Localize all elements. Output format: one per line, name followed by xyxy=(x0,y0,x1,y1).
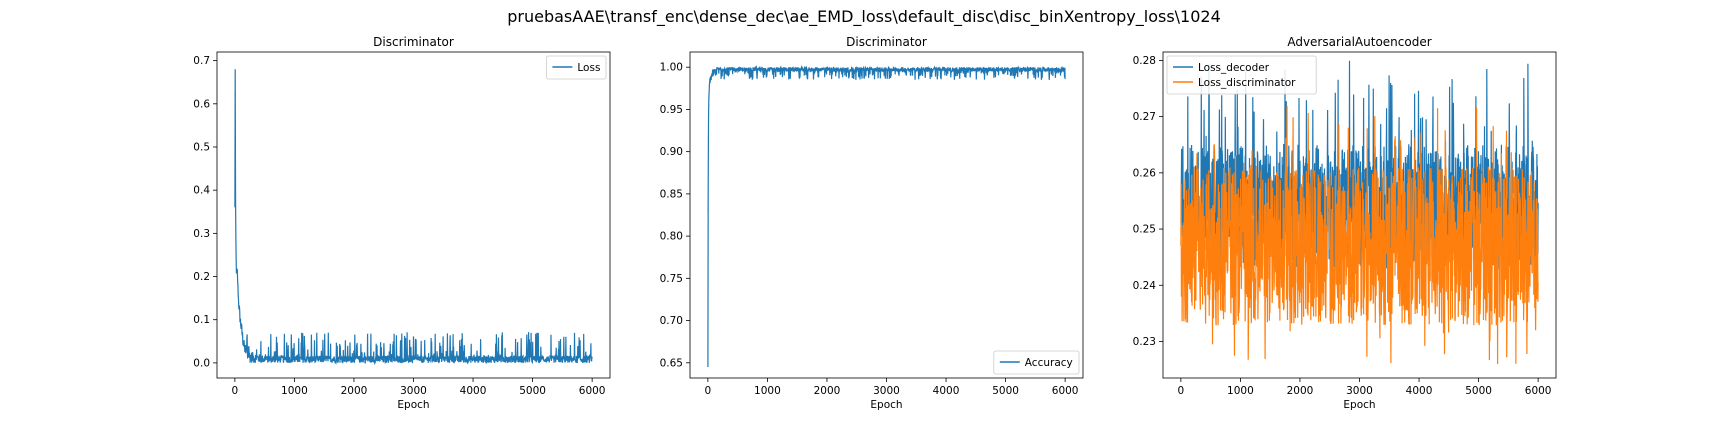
x-tick-label: 2000 xyxy=(341,385,368,397)
y-tick-label: 0.7 xyxy=(193,55,210,67)
plot-frame xyxy=(216,51,611,379)
y-tick-label: 0.27 xyxy=(1133,111,1156,123)
y-tick-label: 0.65 xyxy=(660,357,683,369)
y-tick-label: 0.95 xyxy=(660,104,683,116)
x-tick-label: 3000 xyxy=(873,385,900,397)
x-tick-label: 3000 xyxy=(1346,385,1373,397)
y-tick-label: 1.00 xyxy=(660,62,683,74)
chart-panel-3: AdversarialAutoencoder 0 1000 2000 3000 4000 5… xyxy=(1133,35,1557,411)
legend: Loss xyxy=(546,55,607,80)
legend-label: Accuracy xyxy=(1025,357,1073,369)
figure-suptitle: pruebasAAE\transf_enc\dense_dec\ae_EMD_l… xyxy=(507,7,1221,27)
x-tick-label: 6000 xyxy=(1525,385,1552,397)
x-axis-label: Epoch xyxy=(1343,399,1375,411)
y-tick-label: 0.28 xyxy=(1133,55,1156,67)
legend-label: Loss xyxy=(577,62,600,74)
y-tick-label: 0.85 xyxy=(660,188,683,200)
y-tick-label: 0.6 xyxy=(193,98,210,110)
x-tick-label: 6000 xyxy=(1052,385,1079,397)
chart-title: Discriminator xyxy=(373,35,454,49)
y-tick-label: 0.70 xyxy=(660,315,683,327)
series-line-loss xyxy=(234,69,593,366)
x-tick-label: 4000 xyxy=(1406,385,1433,397)
x-tick-label: 2000 xyxy=(1287,385,1314,397)
y-tick-label: 0.2 xyxy=(193,271,210,283)
legend: Accuracy xyxy=(993,350,1080,375)
y-tick-label: 0.0 xyxy=(193,357,210,369)
y-tick-label: 0.25 xyxy=(1133,224,1156,236)
chart-title: AdversarialAutoencoder xyxy=(1287,35,1431,49)
axes-container: Discriminator 0 1000 2000 3000 4000 5000 6000 0.… xyxy=(193,35,1557,411)
y-tick-label: 0.5 xyxy=(193,141,210,153)
x-tick-label: 3000 xyxy=(400,385,427,397)
x-tick-label: 1000 xyxy=(281,385,308,397)
series-line-accuracy xyxy=(707,64,1066,368)
x-tick-label: 4000 xyxy=(460,385,487,397)
x-axis-label: Epoch xyxy=(870,399,902,411)
y-tick-label: 0.23 xyxy=(1133,336,1156,348)
plot-frame xyxy=(689,51,1084,379)
legend-box xyxy=(993,350,1080,375)
x-tick-label: 0 xyxy=(232,385,239,397)
x-tick-label: 6000 xyxy=(579,385,606,397)
chart-title: Discriminator xyxy=(846,35,927,49)
y-tick-label: 0.90 xyxy=(660,146,683,158)
legend-box xyxy=(546,55,607,80)
chart-panel-2: Discriminator 0 1000 2000 3000 4000 5000 6000 0.… xyxy=(660,35,1084,411)
legend-label: Loss_decoder xyxy=(1198,62,1270,74)
x-tick-label: 4000 xyxy=(933,385,960,397)
x-tick-label: 2000 xyxy=(814,385,841,397)
x-tick-label: 5000 xyxy=(519,385,546,397)
x-tick-label: 5000 xyxy=(1465,385,1492,397)
x-tick-label: 0 xyxy=(705,385,712,397)
y-tick-label: 0.3 xyxy=(193,228,210,240)
series-line-loss-discriminator xyxy=(1180,105,1539,365)
y-tick-label: 0.4 xyxy=(193,185,210,197)
y-tick-label: 0.1 xyxy=(193,314,210,326)
legend-label: Loss_discriminator xyxy=(1198,77,1296,89)
x-tick-label: 1000 xyxy=(754,385,781,397)
legend: Loss_decoder Loss_discriminator xyxy=(1166,55,1317,95)
x-tick-label: 1000 xyxy=(1227,385,1254,397)
x-axis-label: Epoch xyxy=(397,399,429,411)
x-tick-label: 0 xyxy=(1178,385,1185,397)
y-tick-label: 0.80 xyxy=(660,231,683,243)
x-tick-label: 5000 xyxy=(992,385,1019,397)
chart-panel-1: Discriminator 0 1000 2000 3000 4000 5000 6000 0.… xyxy=(193,35,611,411)
y-tick-label: 0.26 xyxy=(1133,167,1157,179)
legend-box xyxy=(1166,55,1317,95)
y-tick-label: 0.24 xyxy=(1133,280,1157,292)
y-tick-label: 0.75 xyxy=(660,273,683,285)
